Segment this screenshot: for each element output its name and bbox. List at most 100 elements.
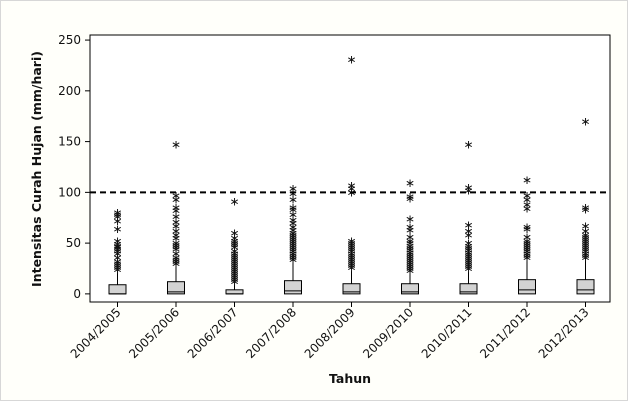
- outlier-point: ∗: [463, 180, 473, 194]
- outlier-point: ∗: [288, 220, 298, 234]
- outlier-point: ∗: [171, 192, 181, 206]
- outlier-point: ∗: [288, 186, 298, 200]
- y-tick-label: 150: [58, 135, 81, 149]
- outlier-point: ∗: [112, 240, 122, 254]
- outlier-point: ∗: [405, 257, 415, 271]
- outlier-point: ∗: [171, 242, 181, 256]
- outlier-point: ∗: [463, 251, 473, 265]
- x-tick-label: 2012/2013: [536, 305, 592, 361]
- outlier-point: ∗: [463, 249, 473, 263]
- outlier-point: ∗: [522, 234, 532, 248]
- outlier-point: ∗: [580, 219, 590, 233]
- outlier-point: ∗: [346, 252, 356, 266]
- x-tick-label: 2010/2011: [419, 305, 475, 361]
- outlier-point: ∗: [463, 241, 473, 255]
- outlier-point: ∗: [580, 228, 590, 242]
- outlier-point: ∗: [580, 248, 590, 262]
- outlier-point: ∗: [171, 252, 181, 266]
- outlier-point: ∗: [405, 247, 415, 261]
- outlier-point: ∗: [229, 240, 239, 254]
- outlier-point: ∗: [405, 223, 415, 237]
- outlier-point: ∗: [171, 231, 181, 245]
- outlier-point: ∗: [288, 234, 298, 248]
- outlier-point: ∗: [229, 254, 239, 268]
- outlier-point: ∗: [522, 244, 532, 258]
- outlier-point: ∗: [229, 231, 239, 245]
- outlier-point: ∗: [580, 240, 590, 254]
- box: [342, 283, 361, 295]
- outlier-point: ∗: [229, 236, 239, 250]
- outlier-point: ∗: [463, 138, 473, 152]
- outlier-point: ∗: [346, 234, 356, 248]
- outlier-point: ∗: [112, 263, 122, 277]
- outlier-point: ∗: [405, 251, 415, 265]
- outlier-point: ∗: [346, 250, 356, 264]
- outlier-point: ∗: [229, 269, 239, 283]
- outlier-point: ∗: [463, 243, 473, 257]
- outlier-point: ∗: [229, 246, 239, 260]
- outlier-point: ∗: [112, 237, 122, 251]
- outlier-point: ∗: [522, 248, 532, 262]
- outlier-point: ∗: [346, 244, 356, 258]
- outlier-point: ∗: [522, 198, 532, 212]
- box: [167, 281, 185, 295]
- outlier-point: ∗: [112, 214, 122, 228]
- outlier-point: ∗: [229, 265, 239, 279]
- outlier-point: ∗: [229, 256, 239, 270]
- outlier-point: ∗: [288, 246, 298, 260]
- outlier-point: ∗: [171, 256, 181, 270]
- outlier-point: ∗: [405, 176, 415, 190]
- x-tick-label: 2004/2005: [68, 305, 124, 361]
- outlier-point: ∗: [463, 218, 473, 232]
- outlier-point: ∗: [405, 236, 415, 250]
- outlier-point: ∗: [171, 215, 181, 229]
- x-tick-label: 2008/2009: [302, 305, 358, 361]
- outlier-point: ∗: [171, 210, 181, 224]
- outlier-point: ∗: [112, 246, 122, 260]
- outlier-point: ∗: [522, 246, 532, 260]
- outlier-point: ∗: [229, 260, 239, 274]
- outlier-point: ∗: [171, 138, 181, 152]
- outlier-point: ∗: [405, 241, 415, 255]
- outlier-point: ∗: [171, 224, 181, 238]
- outlier-point: ∗: [112, 244, 122, 258]
- outlier-point: ∗: [346, 240, 356, 254]
- box-2010-2011: ∗∗∗∗∗∗∗∗∗∗∗∗∗∗∗∗∗∗∗: [459, 138, 478, 295]
- outlier-point: ∗: [580, 203, 590, 217]
- x-tick-label: 2009/2010: [360, 305, 416, 361]
- outlier-point: ∗: [522, 202, 532, 216]
- outlier-point: ∗: [580, 236, 590, 250]
- outlier-point: ∗: [463, 253, 473, 267]
- outlier-point: ∗: [288, 228, 298, 242]
- outlier-point: ∗: [229, 273, 239, 287]
- outlier-point: ∗: [112, 206, 122, 220]
- outlier-point: ∗: [229, 258, 239, 272]
- outlier-point: ∗: [112, 256, 122, 270]
- outlier-point: ∗: [112, 260, 122, 274]
- outlier-point: ∗: [405, 191, 415, 205]
- outlier-point: ∗: [112, 208, 122, 222]
- outlier-point: ∗: [288, 192, 298, 206]
- outlier-point: ∗: [522, 173, 532, 187]
- outlier-point: ∗: [463, 236, 473, 250]
- box: [284, 280, 302, 295]
- outlier-point: ∗: [229, 248, 239, 262]
- outlier-point: ∗: [522, 242, 532, 256]
- outlier-point: ∗: [229, 244, 239, 258]
- outlier-point: ∗: [522, 192, 532, 206]
- box-2009-2010: ∗∗∗∗∗∗∗∗∗∗∗∗∗∗∗∗∗∗∗∗∗∗: [401, 176, 419, 295]
- outlier-point: ∗: [405, 253, 415, 267]
- outlier-point: ∗: [288, 248, 298, 262]
- box: [401, 283, 419, 295]
- outlier-point: ∗: [463, 224, 473, 238]
- outlier-point: ∗: [580, 234, 590, 248]
- outlier-point: ∗: [405, 234, 415, 248]
- outlier-point: ∗: [229, 252, 239, 266]
- outlier-point: ∗: [580, 201, 590, 215]
- outlier-point: ∗: [346, 236, 356, 250]
- outlier-point: ∗: [346, 246, 356, 260]
- outlier-point: ∗: [288, 236, 298, 250]
- outlier-point: ∗: [346, 238, 356, 252]
- outlier-point: ∗: [580, 232, 590, 246]
